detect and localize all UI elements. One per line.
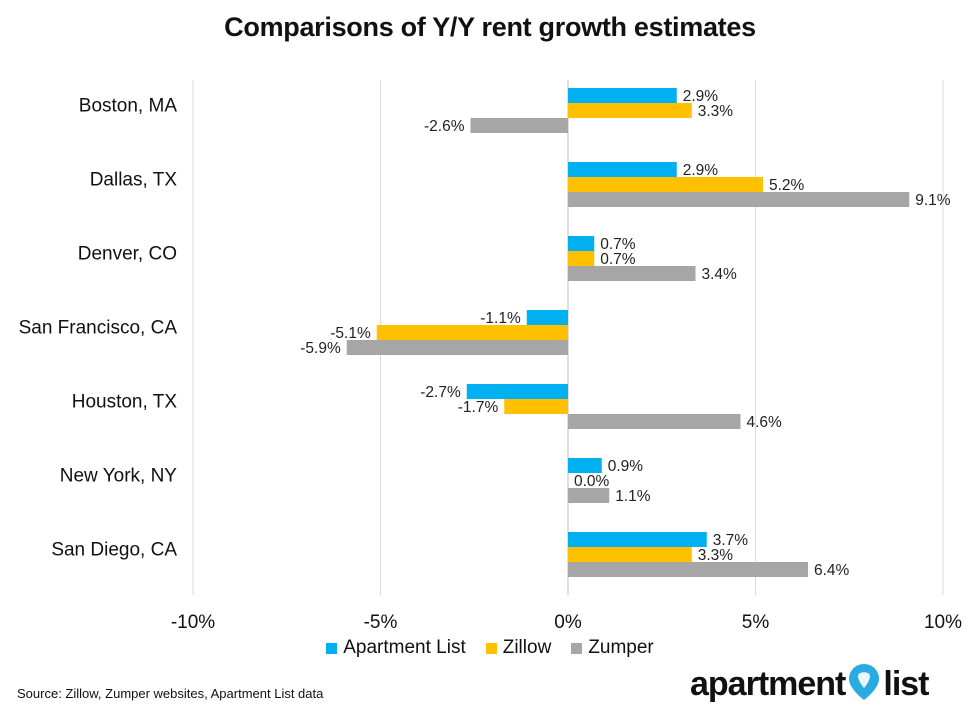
data-label: 2.9% [683,162,719,179]
bar-zumper [568,414,741,429]
data-label: 5.2% [769,177,805,194]
data-label: 9.1% [915,192,951,209]
bar-zumper [568,488,610,503]
data-label: -1.1% [480,310,521,327]
bar-apartment-list [568,458,602,473]
data-label: 4.6% [747,414,783,431]
category-label: Dallas, TX [90,170,178,191]
location-pin-icon [847,662,881,707]
legend-label: Apartment List [343,637,466,658]
x-tick-label: 5% [742,612,770,633]
data-label: 1.1% [615,488,651,505]
data-label: 0.7% [600,236,636,253]
legend-label: Zumper [588,637,654,658]
category-label: Denver, CO [78,244,177,265]
chart-title: Comparisons of Y/Y rent growth estimates [224,12,756,42]
legend-item-zumper: Zumper [571,637,654,659]
data-label: -1.7% [458,399,499,416]
category-label: New York, NY [60,466,178,487]
bar-apartment-list [568,532,707,547]
legend-label: Zillow [502,637,552,658]
data-label: 2.9% [683,88,719,105]
bar-zillow [376,325,568,340]
apartment-list-logo: apartment list [690,662,930,707]
data-label: 0.0% [574,473,610,490]
x-axis-tick-labels: -10% -5% 0% 5% 10% [171,612,962,633]
bar-zumper [568,562,808,577]
x-tick-label: 10% [924,612,962,633]
data-label: -2.7% [420,384,461,401]
x-tick-label: -10% [171,612,215,633]
logo-word-apartment: apartment [690,665,846,703]
data-label: 3.4% [702,266,738,283]
bar-zumper [568,192,910,207]
data-label: 3.3% [698,103,734,120]
bar-zumper [346,340,568,355]
category-label: San Francisco, CA [19,318,178,339]
data-label: -5.1% [330,325,371,342]
bar-zumper [470,118,568,133]
data-label: 6.4% [814,562,850,579]
category-label: Boston, MA [79,96,178,117]
bar-apartment-list [568,162,677,177]
bar-apartment-list [568,236,595,251]
data-label: -2.6% [424,118,465,135]
data-labels: 2.9%3.3%-2.6%2.9%5.2%9.1%0.7%0.7%3.4%-1.… [300,88,951,579]
bar-zillow [568,103,692,118]
bar-apartment-list [526,310,568,325]
logo-word-list: list [883,665,929,703]
x-tick-label: 0% [554,612,582,633]
bar-zillow [568,547,692,562]
bar-zumper [568,266,696,281]
data-label: 3.3% [698,547,734,564]
bar-apartment-list [568,88,677,103]
legend-item-apartment-list: Apartment List [326,637,466,659]
legend-swatch [485,642,497,654]
bar-zillow [504,399,568,414]
bar-zillow [568,251,595,266]
bar-apartment-list [466,384,568,399]
source-note: Source: Zillow, Zumper websites, Apartme… [17,686,324,701]
data-label: 0.7% [600,251,636,268]
x-tick-label: -5% [364,612,398,633]
legend: Apartment List Zillow Zumper [0,637,980,660]
category-label: San Diego, CA [51,540,177,561]
data-label: -5.9% [300,340,341,357]
data-label: 3.7% [713,532,749,549]
data-label: 0.9% [608,458,644,475]
legend-swatch [571,642,583,654]
bars [346,88,910,577]
bar-zillow [568,177,763,192]
legend-swatch [326,642,338,654]
category-labels: Boston, MA Dallas, TX Denver, CO San Franci… [19,96,178,561]
category-label: Houston, TX [72,392,178,413]
legend-item-zillow: Zillow [485,637,552,659]
